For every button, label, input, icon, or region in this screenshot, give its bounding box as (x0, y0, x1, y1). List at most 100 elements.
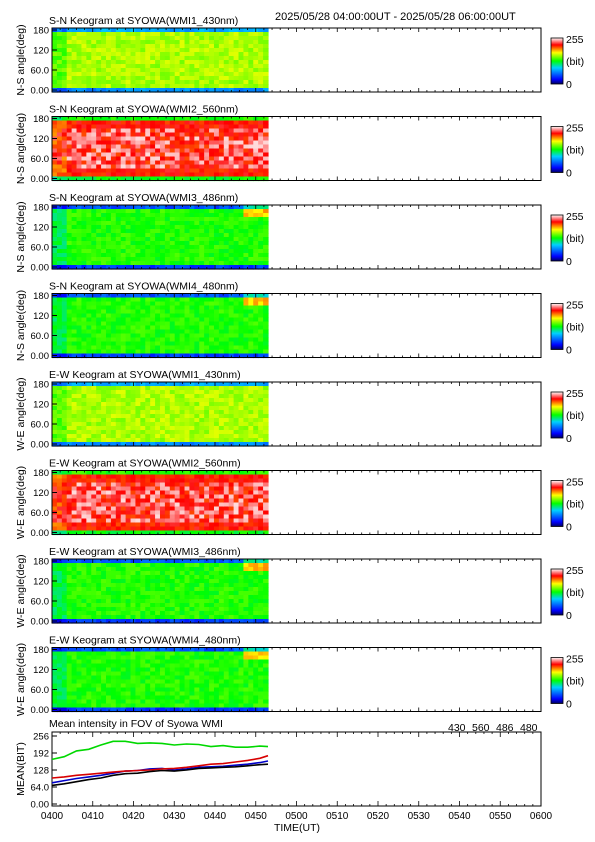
keogram-cell (101, 28, 107, 33)
keogram-cell (194, 116, 200, 122)
keogram-cell (150, 132, 156, 138)
keogram-cell (169, 382, 176, 387)
keogram-cell (179, 414, 186, 419)
keogram-cell (179, 249, 186, 254)
keogram-cell (110, 394, 117, 399)
keogram-cell (194, 442, 200, 447)
keogram-cell (155, 526, 161, 532)
keogram-cell (61, 156, 68, 162)
keogram-cell (218, 514, 225, 520)
keogram-cell (204, 317, 210, 323)
keogram-cell (81, 76, 87, 81)
keogram-cell (86, 144, 92, 150)
keogram-cell (105, 164, 112, 170)
keogram-cell (179, 132, 186, 138)
keogram-cell (115, 329, 122, 335)
keogram-cell (66, 265, 73, 270)
keogram-cell (233, 345, 240, 351)
keogram-cell (253, 253, 259, 258)
keogram-cell (145, 132, 151, 138)
keogram-cell (243, 160, 249, 166)
keogram-cell (71, 382, 78, 387)
keogram-cell (184, 152, 191, 158)
keogram-cell (233, 205, 240, 210)
keogram-cell (159, 530, 166, 536)
keogram-cell (159, 418, 166, 423)
keogram-cell (101, 490, 107, 496)
keogram-cell (155, 414, 161, 419)
keogram-cell (159, 434, 166, 439)
keogram-cell (159, 32, 166, 37)
keogram-cell (263, 438, 269, 443)
keogram-cell (66, 309, 73, 315)
keogram-cell (145, 40, 151, 45)
keogram-cell (130, 430, 137, 435)
keogram-cell (52, 253, 58, 258)
keogram-cell (91, 382, 97, 387)
keogram-cell (218, 209, 225, 214)
keogram-cell (204, 40, 210, 45)
keogram-cell (150, 474, 156, 480)
keogram-cell (233, 28, 240, 33)
keogram-cell (218, 349, 225, 355)
keogram-cell (150, 48, 156, 53)
keogram-cell (96, 293, 102, 299)
keogram-cell (253, 52, 259, 57)
keogram-cell (233, 148, 240, 154)
keogram-cell (253, 313, 259, 319)
keogram-cell (159, 386, 166, 391)
keogram-cell (253, 406, 259, 411)
keogram-cell (91, 522, 97, 528)
keogram-cell (81, 438, 87, 443)
keogram-cell (125, 297, 132, 303)
keogram-cell (248, 394, 254, 399)
keogram-cell (71, 245, 78, 250)
keogram-cell (86, 337, 92, 343)
keogram-cell (189, 522, 195, 528)
keogram-cell (204, 140, 210, 146)
keogram-cell (125, 398, 132, 403)
keogram-cell (164, 229, 171, 234)
keogram-cell (101, 205, 107, 210)
keogram-cell (101, 494, 107, 500)
keogram-cell (189, 526, 195, 532)
keogram-cell (135, 530, 141, 536)
keogram-cell (248, 32, 254, 37)
keogram-cell (253, 325, 259, 331)
keogram-cell (169, 168, 176, 174)
keogram-cell (238, 530, 245, 536)
keogram-cell (223, 60, 230, 65)
keogram-cell (125, 261, 132, 266)
keogram-cell (86, 317, 92, 323)
keogram-cell (86, 438, 92, 443)
keogram-cell (135, 233, 141, 238)
keogram-cell (174, 530, 181, 536)
keogram-cell (258, 530, 264, 536)
keogram-cell (135, 32, 141, 37)
keogram-cell (110, 60, 117, 65)
keogram-cell (253, 44, 259, 49)
keogram-cell (91, 406, 97, 411)
keogram-cell (189, 249, 195, 254)
keogram-cell (125, 229, 132, 234)
keogram-cell (233, 325, 240, 331)
keogram-cell (209, 148, 215, 154)
keogram-cell (233, 48, 240, 53)
keogram-cell (81, 514, 87, 520)
keogram-cell (71, 321, 78, 327)
keogram-cell (164, 237, 171, 242)
keogram-cell (96, 325, 102, 331)
keogram-cell (199, 56, 205, 61)
keogram-cell (258, 68, 264, 73)
keogram-cell (243, 414, 249, 419)
keogram-cell (223, 337, 230, 343)
keogram-cell (115, 486, 122, 492)
keogram-cell (96, 514, 102, 520)
keogram-cell (105, 426, 112, 431)
keogram-cell (194, 297, 200, 303)
keogram-cell (238, 209, 245, 214)
keogram-cell (258, 209, 264, 214)
keogram-cell (150, 36, 156, 41)
keogram-cell (209, 490, 215, 496)
keogram-cell (209, 526, 215, 532)
